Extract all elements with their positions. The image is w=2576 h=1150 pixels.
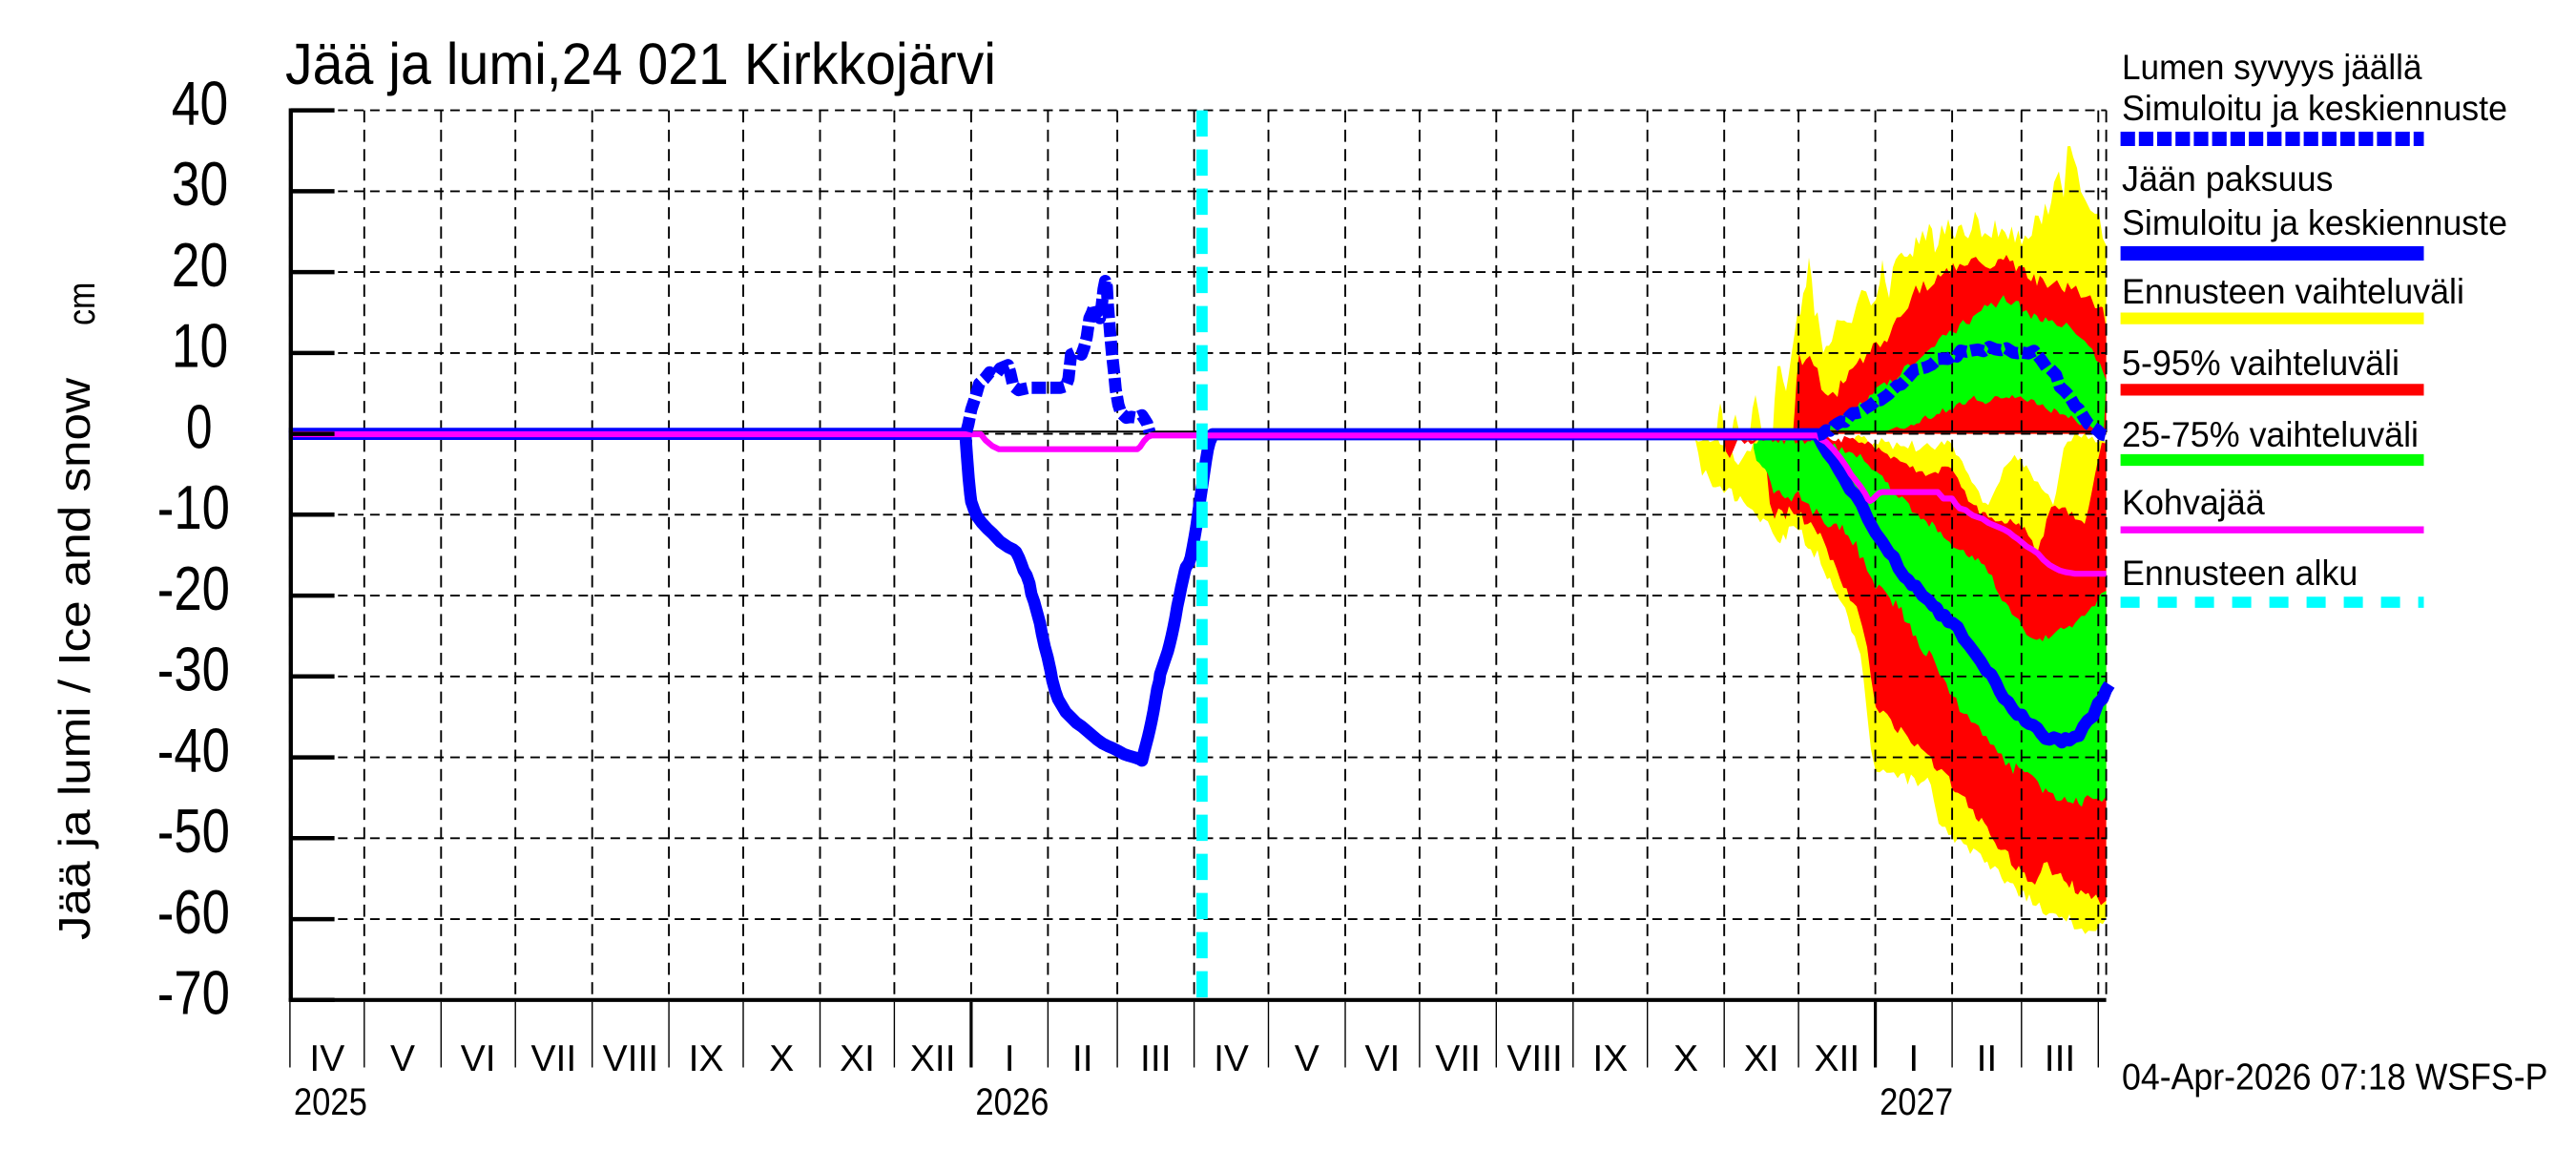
svg-text:I: I	[1005, 1038, 1015, 1079]
svg-text:VI: VI	[461, 1038, 496, 1079]
svg-text:Ennusteen vaihteluväli: Ennusteen vaihteluväli	[2122, 272, 2464, 311]
svg-text:Lumen syvyys jäällä: Lumen syvyys jäällä	[2122, 48, 2422, 87]
svg-text:Simuloitu ja keskiennuste: Simuloitu ja keskiennuste	[2122, 89, 2507, 128]
svg-text:II: II	[1977, 1038, 1998, 1079]
svg-text:IV: IV	[309, 1038, 344, 1079]
svg-text:VII: VII	[531, 1038, 577, 1079]
svg-text:VIII: VIII	[603, 1038, 659, 1079]
svg-text:Ennusteen alku: Ennusteen alku	[2122, 554, 2358, 593]
svg-text:XII: XII	[1815, 1038, 1860, 1079]
svg-text:VI: VI	[1364, 1038, 1400, 1079]
svg-text:VII: VII	[1435, 1038, 1481, 1079]
svg-text:IX: IX	[1592, 1038, 1628, 1079]
svg-text:20: 20	[172, 230, 229, 300]
svg-text:IV: IV	[1214, 1038, 1249, 1079]
svg-text:-10: -10	[157, 472, 230, 542]
svg-text:-40: -40	[157, 715, 230, 784]
svg-text:cm: cm	[61, 282, 103, 325]
svg-text:-60: -60	[157, 877, 230, 947]
svg-text:2027: 2027	[1880, 1081, 1953, 1123]
svg-text:2025: 2025	[294, 1081, 367, 1123]
svg-text:X: X	[1673, 1038, 1698, 1079]
svg-text:-50: -50	[157, 796, 230, 866]
svg-text:2026: 2026	[975, 1081, 1049, 1123]
svg-text:10: 10	[172, 311, 229, 381]
svg-text:I: I	[1908, 1038, 1919, 1079]
svg-text:III: III	[1140, 1038, 1172, 1079]
svg-text:0: 0	[186, 391, 213, 461]
svg-text:XII: XII	[910, 1038, 956, 1079]
svg-text:Jää ja lumi / Ice and snow: Jää ja lumi / Ice and snow	[50, 377, 99, 940]
svg-text:X: X	[769, 1038, 794, 1079]
svg-text:-20: -20	[157, 554, 230, 623]
svg-text:XI: XI	[1744, 1038, 1779, 1079]
svg-text:-30: -30	[157, 635, 230, 704]
svg-text:30: 30	[172, 149, 229, 219]
svg-text:40: 40	[172, 68, 229, 137]
svg-text:Jää ja lumi,24 021 Kirkkojärvi: Jää ja lumi,24 021 Kirkkojärvi	[285, 31, 996, 96]
svg-text:Simuloitu ja keskiennuste: Simuloitu ja keskiennuste	[2122, 203, 2507, 242]
svg-text:V: V	[1295, 1038, 1319, 1079]
svg-text:5-95% vaihteluväli: 5-95% vaihteluväli	[2122, 344, 2399, 383]
svg-text:-70: -70	[157, 958, 230, 1028]
svg-text:25-75% vaihteluväli: 25-75% vaihteluväli	[2122, 415, 2419, 454]
svg-text:III: III	[2045, 1038, 2076, 1079]
svg-text:Kohvajää: Kohvajää	[2122, 483, 2265, 522]
svg-text:XI: XI	[840, 1038, 875, 1079]
svg-text:04-Apr-2026 07:18 WSFS-P: 04-Apr-2026 07:18 WSFS-P	[2122, 1057, 2547, 1098]
svg-text:IX: IX	[689, 1038, 724, 1079]
svg-text:Jään paksuus: Jään paksuus	[2122, 159, 2334, 199]
svg-text:VIII: VIII	[1506, 1038, 1563, 1079]
svg-text:V: V	[390, 1038, 415, 1079]
svg-text:II: II	[1072, 1038, 1093, 1079]
